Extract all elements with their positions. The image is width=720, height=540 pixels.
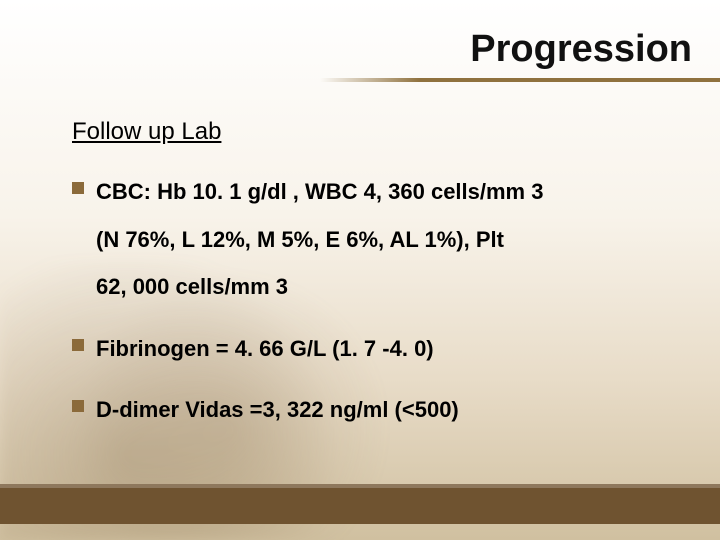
list-item: D-dimer Vidas =3, 322 ng/ml (<500)	[72, 390, 660, 430]
bullet-list: CBC: Hb 10. 1 g/dl , WBC 4, 360 cells/mm…	[72, 172, 660, 452]
list-item-cont: 62, 000 cells/mm 3	[72, 267, 660, 307]
slide-title: Progression	[470, 28, 692, 71]
slide: Progression Follow up Lab CBC: Hb 10. 1 …	[0, 0, 720, 540]
list-item-cont: (N 76%, L 12%, M 5%, E 6%, AL 1%), Plt	[72, 220, 660, 260]
footer-bar	[0, 484, 720, 524]
title-underline	[320, 78, 720, 82]
section-heading: Follow up Lab	[72, 118, 221, 146]
list-item: Fibrinogen = 4. 66 G/L (1. 7 -4. 0)	[72, 329, 660, 369]
list-item: CBC: Hb 10. 1 g/dl , WBC 4, 360 cells/mm…	[72, 172, 660, 212]
